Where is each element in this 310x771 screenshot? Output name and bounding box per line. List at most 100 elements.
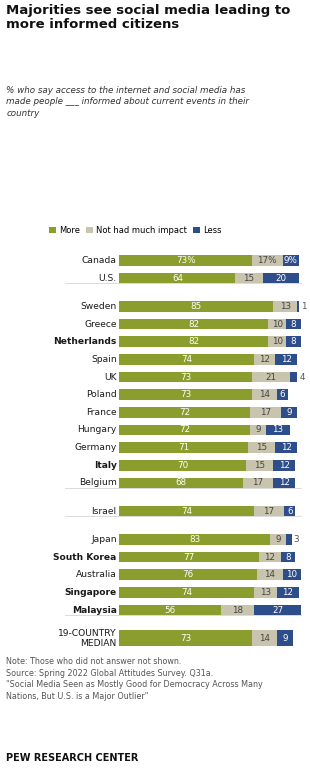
- Bar: [252, 631, 277, 646]
- Text: 71: 71: [178, 443, 189, 452]
- Text: 73: 73: [180, 390, 191, 399]
- Text: 27: 27: [272, 605, 284, 614]
- Text: 73: 73: [180, 372, 191, 382]
- Bar: [275, 443, 297, 453]
- Text: 12: 12: [281, 443, 292, 452]
- Text: 19-COUNTRY
MEDIAN: 19-COUNTRY MEDIAN: [58, 629, 117, 648]
- Bar: [119, 534, 270, 544]
- Text: 9: 9: [255, 426, 261, 435]
- Text: 17%: 17%: [257, 256, 277, 265]
- Bar: [254, 354, 275, 365]
- Text: Netherlands: Netherlands: [53, 337, 117, 346]
- Text: 77: 77: [184, 553, 195, 561]
- Text: 9: 9: [286, 408, 292, 417]
- Text: 8: 8: [291, 337, 296, 346]
- Text: 12: 12: [279, 461, 290, 470]
- Text: U.S.: U.S.: [99, 274, 117, 283]
- Text: 9: 9: [275, 535, 281, 544]
- Bar: [119, 587, 254, 598]
- Bar: [281, 407, 297, 418]
- Text: 17: 17: [260, 408, 271, 417]
- Text: 83: 83: [189, 535, 200, 544]
- Bar: [252, 255, 283, 266]
- Text: 76: 76: [183, 571, 194, 579]
- Text: 74: 74: [181, 507, 192, 516]
- Text: PEW RESEARCH CENTER: PEW RESEARCH CENTER: [6, 753, 139, 763]
- Legend: More, Not had much impact, Less: More, Not had much impact, Less: [49, 226, 221, 234]
- Text: Spain: Spain: [91, 355, 117, 364]
- Text: Belgium: Belgium: [79, 479, 117, 487]
- Bar: [252, 389, 277, 400]
- Text: 9: 9: [282, 634, 288, 643]
- Bar: [119, 506, 254, 517]
- Text: Singapore: Singapore: [64, 588, 117, 597]
- Text: 82: 82: [188, 319, 199, 328]
- Text: 12: 12: [279, 479, 290, 487]
- Bar: [263, 273, 299, 284]
- Text: 14: 14: [259, 390, 270, 399]
- Bar: [283, 570, 301, 580]
- Bar: [221, 604, 254, 615]
- Text: 10: 10: [272, 319, 283, 328]
- Bar: [119, 443, 248, 453]
- Text: 15: 15: [243, 274, 255, 283]
- Text: 3: 3: [294, 535, 299, 544]
- Text: 8: 8: [285, 553, 291, 561]
- Bar: [266, 425, 290, 436]
- Text: Germany: Germany: [74, 443, 117, 452]
- Text: Malaysia: Malaysia: [72, 605, 117, 614]
- Bar: [119, 570, 257, 580]
- Bar: [119, 552, 259, 562]
- Bar: [277, 389, 288, 400]
- Text: 73%: 73%: [176, 256, 195, 265]
- Text: 9%: 9%: [284, 256, 298, 265]
- Text: 12: 12: [264, 553, 275, 561]
- Bar: [119, 460, 246, 470]
- Text: 13: 13: [280, 302, 291, 311]
- Text: 74: 74: [181, 355, 192, 364]
- Bar: [250, 407, 281, 418]
- Text: 14: 14: [259, 634, 270, 643]
- Text: 12: 12: [281, 355, 292, 364]
- Text: Majorities see social media leading to
more informed citizens: Majorities see social media leading to m…: [6, 4, 290, 32]
- Bar: [252, 372, 290, 382]
- Bar: [119, 372, 252, 382]
- Text: % who say access to the internet and social media has
made people ___ informed a: % who say access to the internet and soc…: [6, 86, 249, 117]
- Bar: [119, 425, 250, 436]
- Bar: [268, 336, 286, 347]
- Text: Australia: Australia: [76, 571, 117, 579]
- Bar: [119, 407, 250, 418]
- Bar: [268, 318, 286, 329]
- Text: 10: 10: [272, 337, 283, 346]
- Text: Note: Those who did not answer not shown.
Source: Spring 2022 Global Attitudes S: Note: Those who did not answer not shown…: [6, 657, 263, 702]
- Text: 72: 72: [179, 408, 190, 417]
- Bar: [286, 336, 301, 347]
- Bar: [235, 273, 263, 284]
- Text: Israel: Israel: [91, 507, 117, 516]
- Text: 6: 6: [287, 507, 293, 516]
- Bar: [119, 631, 252, 646]
- Text: 17: 17: [253, 479, 264, 487]
- Text: 68: 68: [175, 479, 187, 487]
- Text: 82: 82: [188, 337, 199, 346]
- Bar: [250, 425, 266, 436]
- Bar: [297, 301, 299, 311]
- Bar: [281, 552, 295, 562]
- Text: 72: 72: [179, 426, 190, 435]
- Text: 74: 74: [181, 588, 192, 597]
- Bar: [119, 255, 252, 266]
- Text: 14: 14: [264, 571, 275, 579]
- Text: Hungary: Hungary: [78, 426, 117, 435]
- Bar: [254, 604, 303, 615]
- Text: Sweden: Sweden: [80, 302, 117, 311]
- Text: 4: 4: [299, 372, 305, 382]
- Text: 17: 17: [264, 507, 275, 516]
- Bar: [277, 587, 299, 598]
- Text: 12: 12: [259, 355, 270, 364]
- Bar: [275, 354, 297, 365]
- Text: 85: 85: [191, 302, 202, 311]
- Text: 6: 6: [280, 390, 285, 399]
- Bar: [283, 255, 299, 266]
- Bar: [273, 460, 295, 470]
- Text: 20: 20: [275, 274, 286, 283]
